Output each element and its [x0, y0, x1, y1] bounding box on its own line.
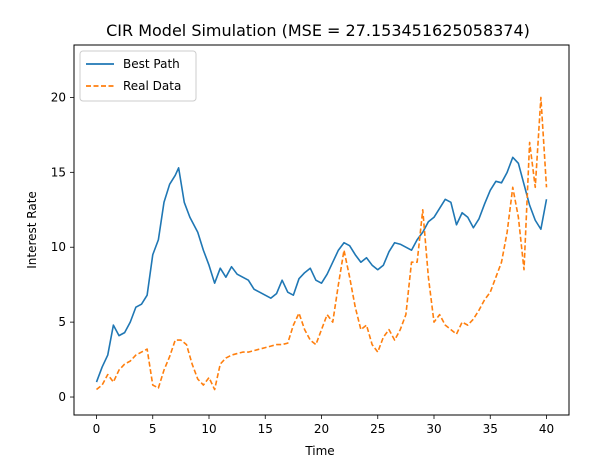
y-axis-label: Interest Rate: [25, 191, 39, 269]
x-axis-ticks: 0 5 10 15 20 25 30 35 40: [93, 415, 554, 436]
x-tick-label: 15: [258, 422, 273, 436]
x-tick-label: 30: [426, 422, 441, 436]
x-tick-label: 40: [539, 422, 554, 436]
x-tick-label: 10: [201, 422, 216, 436]
x-tick-label: 0: [93, 422, 101, 436]
x-axis-label: Time: [304, 444, 334, 458]
y-tick-label: 20: [51, 90, 66, 104]
x-tick-label: 35: [483, 422, 498, 436]
plot-area: [73, 44, 570, 416]
series-layer: [95, 96, 548, 391]
y-axis-ticks: 0 5 10 15 20: [51, 90, 74, 404]
x-tick-label: 5: [149, 422, 157, 436]
y-tick-label: 10: [51, 240, 66, 254]
legend-label-best-path: Best Path: [123, 57, 180, 71]
x-tick-label: 25: [370, 422, 385, 436]
series-line-real-data: [96, 96, 548, 391]
legend: Best Path Real Data: [79, 50, 197, 102]
y-tick-label: 5: [58, 315, 66, 329]
chart-title: CIR Model Simulation (MSE = 27.153451625…: [106, 21, 530, 40]
legend-label-real-data: Real Data: [123, 79, 181, 93]
y-tick-label: 15: [51, 165, 66, 179]
x-tick-label: 20: [314, 422, 329, 436]
series-line-best-path: [95, 156, 548, 383]
plot-frame: [74, 45, 569, 415]
y-tick-label: 0: [58, 390, 66, 404]
